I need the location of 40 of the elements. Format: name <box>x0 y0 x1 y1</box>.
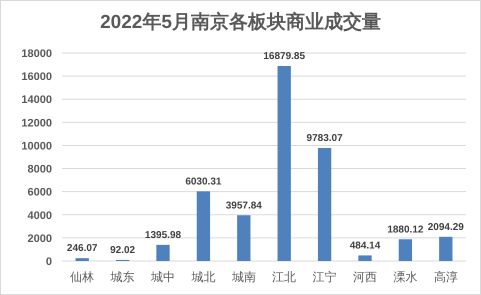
data-label: 484.14 <box>350 240 381 252</box>
y-tick-label: 14000 <box>21 94 52 106</box>
x-tick-label: 仙林 <box>70 270 94 284</box>
data-label: 6030.31 <box>185 176 222 188</box>
data-label: 1395.98 <box>144 230 182 241</box>
bar <box>439 236 452 261</box>
y-tick-label: 10000 <box>21 140 52 152</box>
bar <box>156 244 170 261</box>
data-label: 2094.29 <box>428 222 464 233</box>
y-tick-label: 6000 <box>28 186 52 199</box>
data-label: 1880.12 <box>387 224 424 236</box>
x-tick-label: 溧水 <box>393 270 418 284</box>
x-tick-label: 河西 <box>353 270 377 284</box>
y-tick-label: 2000 <box>28 232 52 245</box>
x-tick-label: 城中 <box>150 270 175 284</box>
x-tick-label: 高淳 <box>434 270 458 284</box>
x-tick-label: 江宁 <box>312 270 337 284</box>
y-tick-label: 16000 <box>21 71 52 84</box>
bar <box>76 258 89 261</box>
y-tick-label: 18000 <box>21 48 52 60</box>
x-tick-label: 城北 <box>190 270 216 284</box>
x-tick-label: 城东 <box>110 270 135 284</box>
y-tick-label: 4000 <box>28 210 52 222</box>
data-label: 3957.84 <box>226 200 262 212</box>
bar <box>278 66 291 261</box>
data-label: 16879.85 <box>263 50 306 62</box>
data-label: 92.02 <box>110 244 136 256</box>
y-tick-label: 8000 <box>28 164 52 176</box>
chart-title: 2022年5月南京各板块商业成交量 <box>100 11 381 33</box>
bar <box>398 239 412 261</box>
data-label: 9783.07 <box>306 132 344 144</box>
bar <box>196 191 210 261</box>
bar <box>358 255 372 261</box>
y-tick-label: 12000 <box>21 117 52 130</box>
x-tick-label: 江北 <box>272 270 296 284</box>
data-label: 246.07 <box>66 243 98 254</box>
bar <box>318 148 332 261</box>
y-tick-label: 0 <box>46 256 52 268</box>
bar <box>237 215 250 261</box>
x-tick-label: 城南 <box>230 270 256 284</box>
